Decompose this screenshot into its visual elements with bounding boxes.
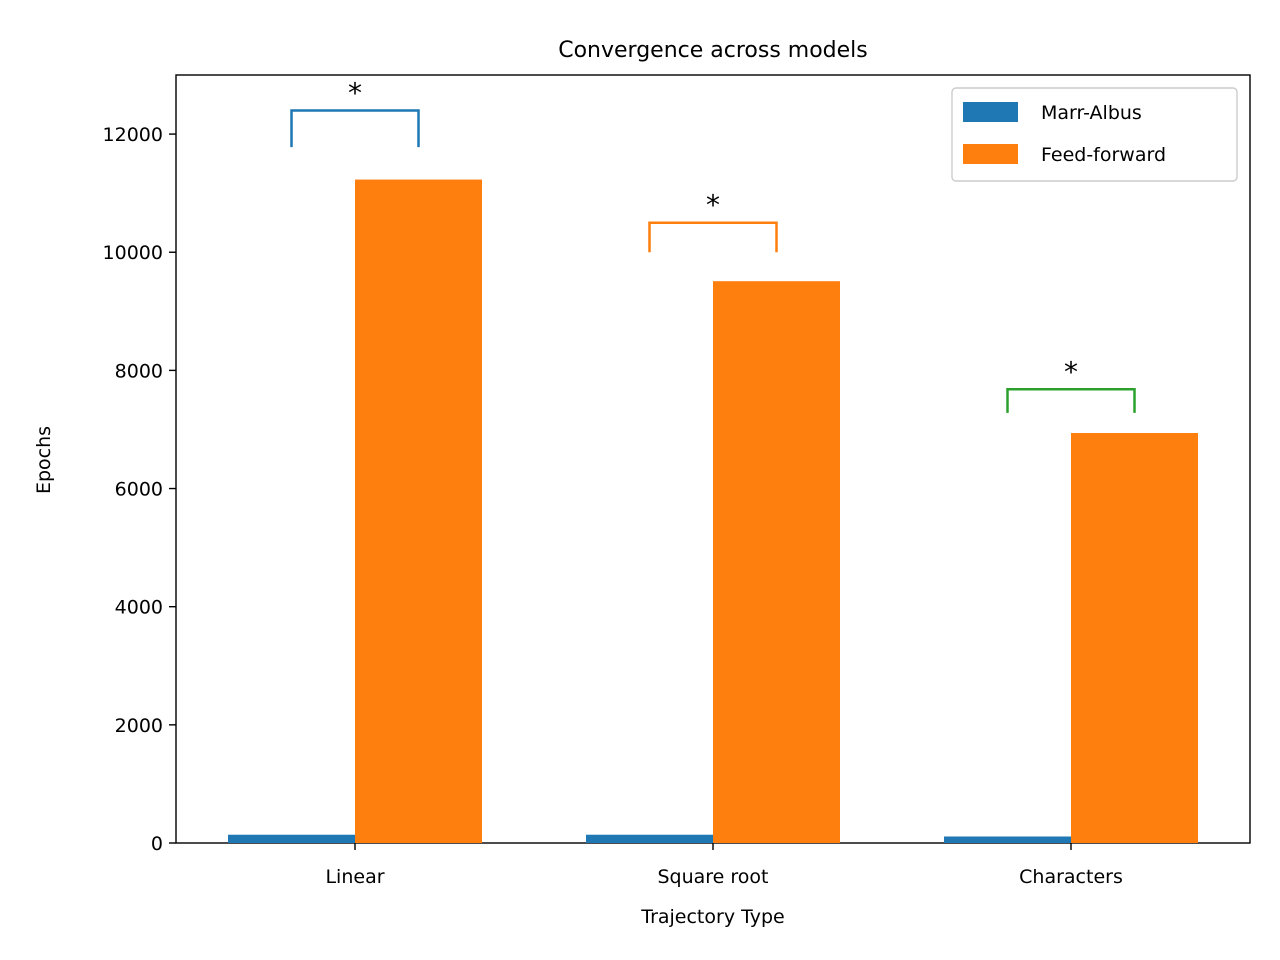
legend-box	[951, 87, 1238, 182]
y-tick-label-2: 4000	[115, 597, 163, 619]
y-tick-label-4: 8000	[115, 360, 163, 382]
significance-bracket-1	[648, 221, 778, 253]
legend: Marr-Albus Feed-forward	[951, 87, 1238, 182]
y-tick-label-5: 10000	[103, 242, 163, 264]
x-tick-label-2: Characters	[1019, 866, 1123, 888]
significance-star-0: *	[348, 76, 362, 109]
chart-title: Convergence across models	[558, 38, 868, 63]
y-tick-label-1: 2000	[115, 715, 163, 737]
y-axis: 0 2000 4000 6000 8000 10000 12000	[103, 124, 176, 855]
bar-marr-albus-2	[944, 836, 1071, 843]
bar-feed-forward-0	[355, 179, 482, 843]
y-tick-label-6: 12000	[103, 124, 163, 146]
x-tick-label-1: Square root	[657, 866, 768, 888]
legend-label-1: Feed-forward	[1041, 144, 1166, 166]
bar-feed-forward-2	[1071, 433, 1198, 843]
bar-marr-albus-0	[228, 834, 355, 843]
legend-swatch-0	[963, 102, 1018, 122]
bars	[228, 179, 1198, 843]
significance-star-1: *	[706, 189, 720, 222]
y-tick-label-3: 6000	[115, 479, 163, 501]
x-axis: Linear Square root Characters	[325, 843, 1123, 888]
x-tick-label-0: Linear	[325, 866, 384, 888]
significance-bracket-0	[290, 109, 420, 148]
bar-marr-albus-1	[586, 834, 713, 843]
bar-feed-forward-1	[713, 281, 840, 843]
significance-bracket-2	[1006, 388, 1136, 413]
legend-label-0: Marr-Albus	[1041, 102, 1142, 124]
legend-swatch-1	[963, 144, 1018, 164]
significance-brackets: * * *	[290, 76, 1136, 413]
x-axis-label: Trajectory Type	[640, 906, 785, 928]
significance-star-2: *	[1064, 355, 1078, 388]
y-tick-label-0: 0	[151, 833, 163, 855]
y-axis-label: Epochs	[33, 426, 55, 494]
